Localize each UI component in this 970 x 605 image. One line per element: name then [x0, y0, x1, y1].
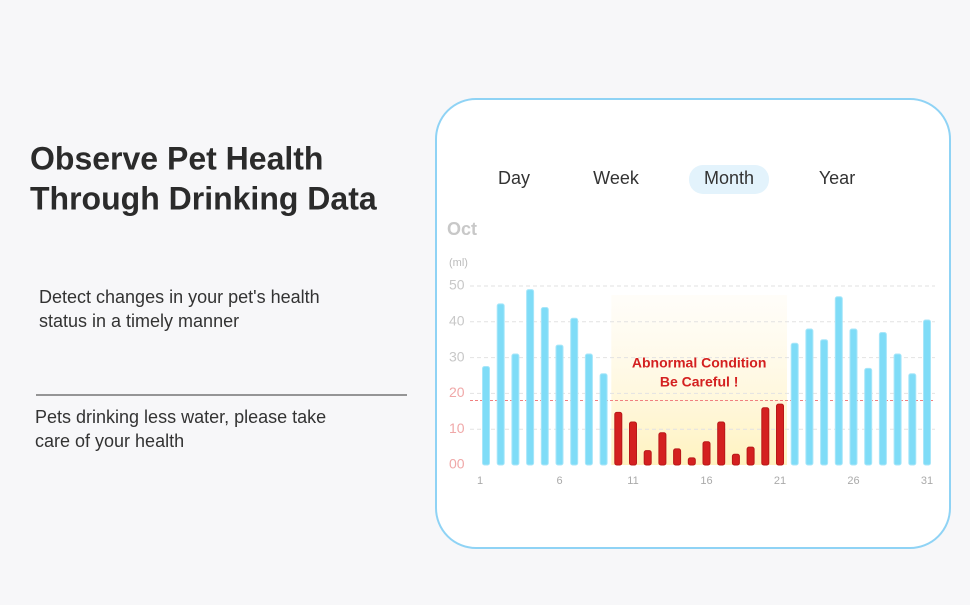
bar — [761, 407, 770, 466]
bar — [511, 353, 520, 466]
bar — [923, 319, 931, 466]
bar — [878, 332, 887, 466]
x-tick-label: 11 — [627, 475, 638, 487]
x-tick-label: 16 — [700, 475, 712, 487]
bar — [849, 328, 858, 466]
y-tick-label: 10 — [449, 420, 465, 436]
tab[interactable]: Month — [704, 168, 754, 188]
tab[interactable]: Year — [819, 168, 855, 188]
point-text: care of your health — [35, 431, 184, 451]
bar — [658, 432, 667, 466]
bar — [702, 441, 711, 466]
bar — [496, 303, 505, 466]
bar — [599, 373, 608, 466]
headline: Through Drinking Data — [30, 180, 377, 216]
bar — [776, 403, 784, 466]
bar — [717, 421, 726, 466]
bar — [731, 453, 740, 466]
bar — [540, 306, 549, 466]
bar — [864, 367, 873, 466]
bar — [805, 328, 814, 466]
y-tick-label: 20 — [449, 384, 465, 400]
bar — [790, 342, 799, 466]
month-label: Oct — [447, 219, 477, 239]
x-tick-label: 31 — [921, 475, 933, 487]
y-tick-label: 00 — [449, 456, 465, 472]
bar — [908, 373, 917, 466]
bar — [526, 289, 535, 466]
bar — [629, 421, 637, 466]
point-text: status in a timely manner — [39, 311, 239, 331]
bar — [746, 446, 755, 466]
bar — [614, 411, 623, 466]
tab-highlight — [689, 165, 769, 194]
headline: Observe Pet Health — [30, 140, 323, 176]
bar — [555, 344, 564, 466]
bar — [834, 296, 843, 466]
bar — [584, 353, 593, 466]
y-tick-label: 50 — [449, 277, 465, 293]
bar — [820, 339, 829, 466]
y-tick-label: 30 — [449, 348, 465, 364]
annotation: Be Careful ! — [660, 374, 739, 390]
x-tick-label: 21 — [774, 475, 786, 487]
bar — [570, 317, 579, 466]
abnormal-region — [611, 295, 787, 465]
tab[interactable]: Day — [498, 168, 530, 188]
point-text: Pets drinking less water, please take — [35, 407, 326, 427]
x-tick-label: 1 — [477, 475, 483, 487]
x-tick-label: 6 — [556, 475, 562, 487]
bar — [482, 366, 490, 466]
y-tick-label: 40 — [449, 313, 465, 329]
bar — [673, 448, 682, 466]
annotation: Abnormal Condition — [632, 355, 767, 371]
bar — [687, 457, 696, 466]
bar — [643, 450, 652, 466]
point-text: Detect changes in your pet's health — [39, 287, 320, 307]
unit-label: (ml) — [449, 257, 468, 269]
x-tick-label: 26 — [847, 475, 859, 487]
bar — [893, 353, 902, 466]
tab[interactable]: Week — [593, 168, 640, 188]
